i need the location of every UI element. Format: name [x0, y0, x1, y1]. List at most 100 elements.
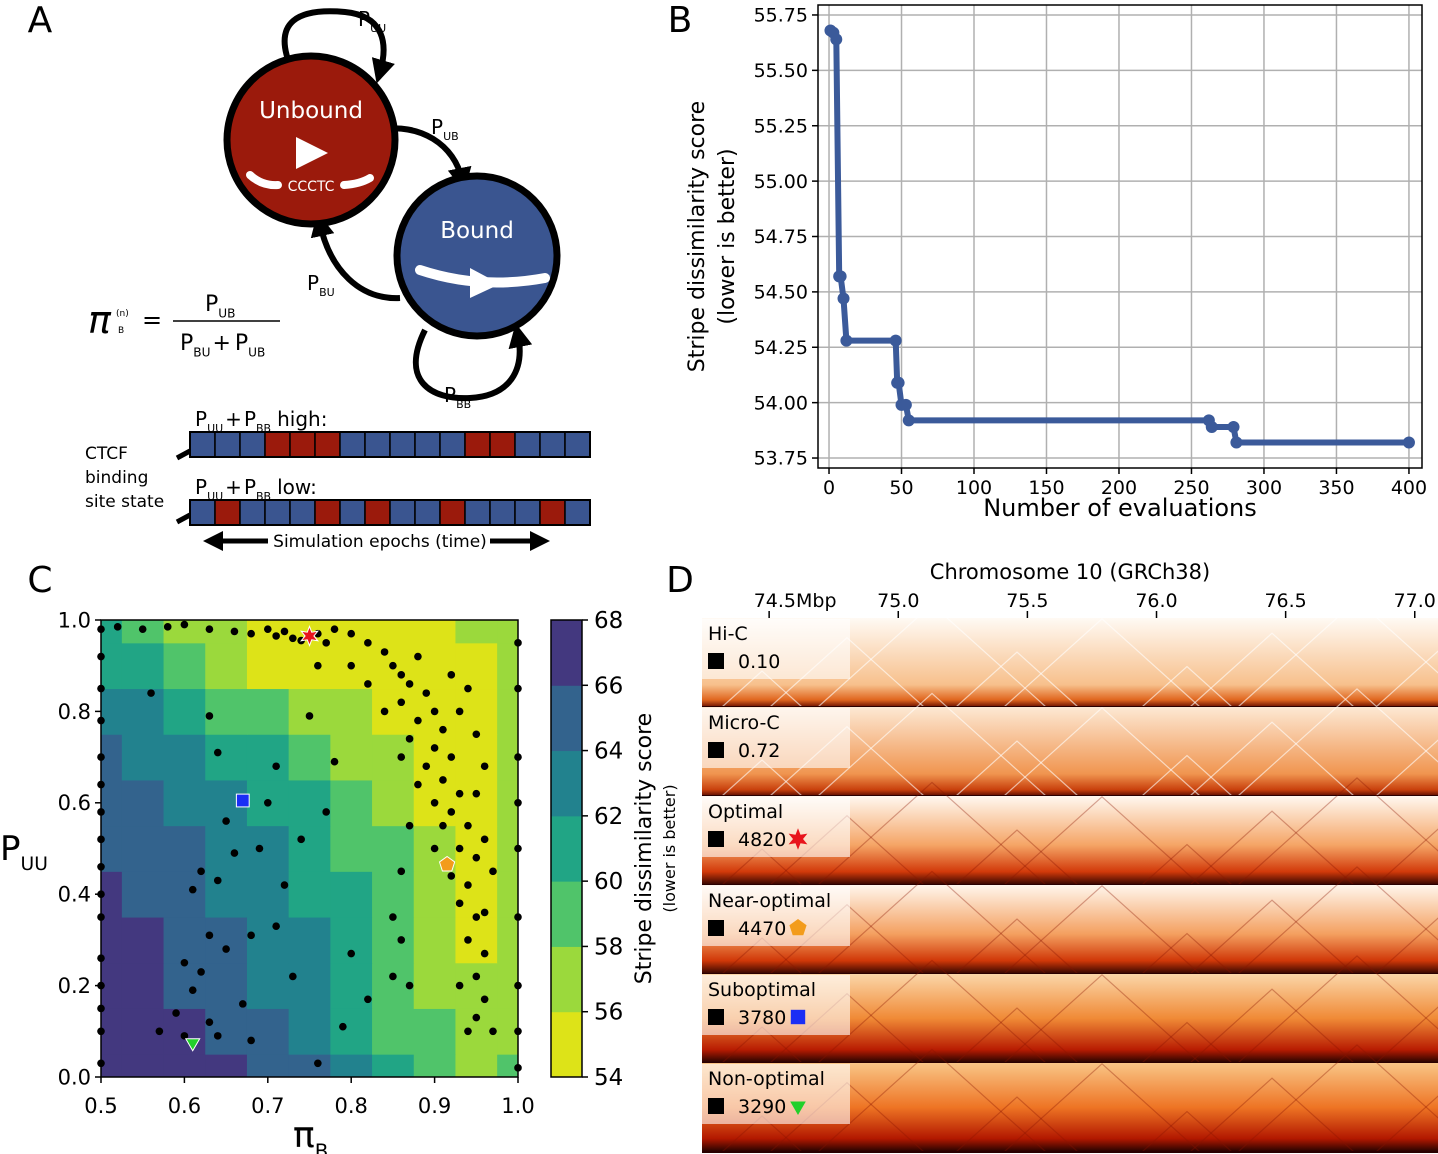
- contour-cell: [497, 620, 519, 644]
- state-cell: [489, 499, 516, 526]
- sample-point: [397, 936, 406, 944]
- stripe: [817, 1048, 1047, 1153]
- colorbar-band: [551, 946, 582, 1013]
- rich-label: PBB: [444, 383, 471, 411]
- stripe: [955, 651, 1079, 708]
- sample-point: [480, 949, 489, 958]
- rich-label: πB: [293, 1115, 328, 1154]
- sample-point: [180, 958, 189, 967]
- sample-point: [347, 661, 356, 670]
- contour-cell: [163, 620, 206, 644]
- contour-cell: [121, 734, 165, 781]
- y-tick-label: 54.50: [754, 282, 808, 304]
- sample-point: [514, 799, 522, 807]
- contour-cell: [246, 1008, 290, 1055]
- stripe: [1003, 884, 1201, 975]
- panel-label: A: [28, 0, 53, 41]
- contour-cell: [413, 917, 456, 964]
- sample-point: [314, 661, 322, 670]
- stripe: [1003, 1062, 1201, 1153]
- subscript: B: [315, 1140, 329, 1154]
- y-tick-label: 0.4: [58, 883, 91, 907]
- x-tick-label: 200: [1101, 477, 1137, 499]
- point: [837, 292, 850, 305]
- sample-point: [464, 881, 472, 889]
- contour-cell: [205, 1008, 248, 1055]
- contour-cell: [163, 917, 206, 964]
- x-tick-label: 0.5: [84, 1094, 117, 1118]
- sample-point: [439, 725, 447, 734]
- state-cell: [539, 499, 566, 526]
- track-name: Hi-C: [708, 623, 748, 645]
- contour-cell: [101, 871, 123, 918]
- contour-cell: [455, 1054, 498, 1078]
- text-part: P: [307, 271, 319, 295]
- text-part: P: [235, 331, 248, 356]
- contour-cell: [288, 825, 331, 872]
- contour-cell: [163, 1054, 206, 1078]
- text-part: +: [212, 331, 230, 356]
- contour-cell: [455, 871, 498, 918]
- formula-sub: B: [118, 326, 124, 336]
- sample-point: [205, 931, 214, 940]
- sample-point: [472, 1013, 481, 1022]
- y-tick-label: 0.2: [58, 974, 91, 998]
- contour-cell: [330, 734, 373, 781]
- label-box: [702, 975, 850, 1035]
- y-tick-label: 55.00: [754, 171, 808, 193]
- subscript: BB: [456, 398, 471, 411]
- sample-point: [97, 684, 105, 693]
- sample-point: [264, 625, 272, 633]
- x-tick-label: 76.5: [1264, 590, 1306, 612]
- contour-cell: [288, 1008, 331, 1055]
- contour-cell: [497, 688, 519, 735]
- side-label: CTCF: [85, 444, 128, 464]
- contour-cell: [330, 871, 373, 918]
- stripe: [1375, 1095, 1438, 1153]
- sample-point: [422, 762, 431, 771]
- subscript: UB: [248, 346, 265, 360]
- contour-cell: [163, 825, 206, 872]
- sample-point: [514, 684, 522, 693]
- stripe: [1141, 843, 1233, 886]
- sample-point: [113, 623, 122, 631]
- track-value: 0.72: [738, 740, 780, 762]
- subscript: UB: [443, 130, 459, 143]
- text-part: P: [0, 829, 21, 869]
- self-loop: [412, 323, 533, 402]
- rich-label: PBU: [307, 271, 335, 299]
- contour-cell: [455, 917, 498, 964]
- y-tick-label: 55.50: [754, 60, 808, 82]
- stripe: [1237, 777, 1438, 886]
- contour-cell: [163, 1008, 206, 1055]
- track-title: Chromosome 10 (GRCh38): [930, 560, 1210, 584]
- state-cell: [314, 499, 341, 526]
- contour-cell: [455, 734, 498, 781]
- sample-point: [430, 799, 439, 807]
- track-value: 4820: [738, 829, 786, 851]
- text-part: high:: [277, 407, 327, 431]
- contour-cell: [205, 734, 248, 781]
- formula-sup: (n): [116, 309, 129, 319]
- x-tick-label: 75.5: [1006, 590, 1048, 612]
- track-value: 3780: [738, 1007, 786, 1029]
- label-box: [702, 708, 850, 768]
- y-tick-label: 55.25: [754, 115, 808, 137]
- text-part: P: [431, 115, 443, 139]
- sample-point: [514, 753, 522, 761]
- text-part: +: [225, 407, 242, 431]
- sample-point: [205, 625, 214, 633]
- subscript: UB: [218, 307, 235, 321]
- stripe: [1141, 754, 1233, 797]
- colorbar-tick-label: 66: [594, 673, 623, 699]
- contour-cell: [246, 962, 290, 1009]
- contour-cell: [101, 962, 123, 1009]
- text-part: low:: [277, 475, 317, 499]
- colorbar-tick-label: 62: [594, 804, 623, 830]
- contour-cell: [372, 779, 415, 827]
- sample-point: [213, 876, 222, 885]
- y-tick-label: 54.75: [754, 226, 808, 248]
- track-value: 4470: [738, 918, 786, 940]
- contour-cell: [101, 779, 123, 827]
- key-square: [708, 1009, 724, 1025]
